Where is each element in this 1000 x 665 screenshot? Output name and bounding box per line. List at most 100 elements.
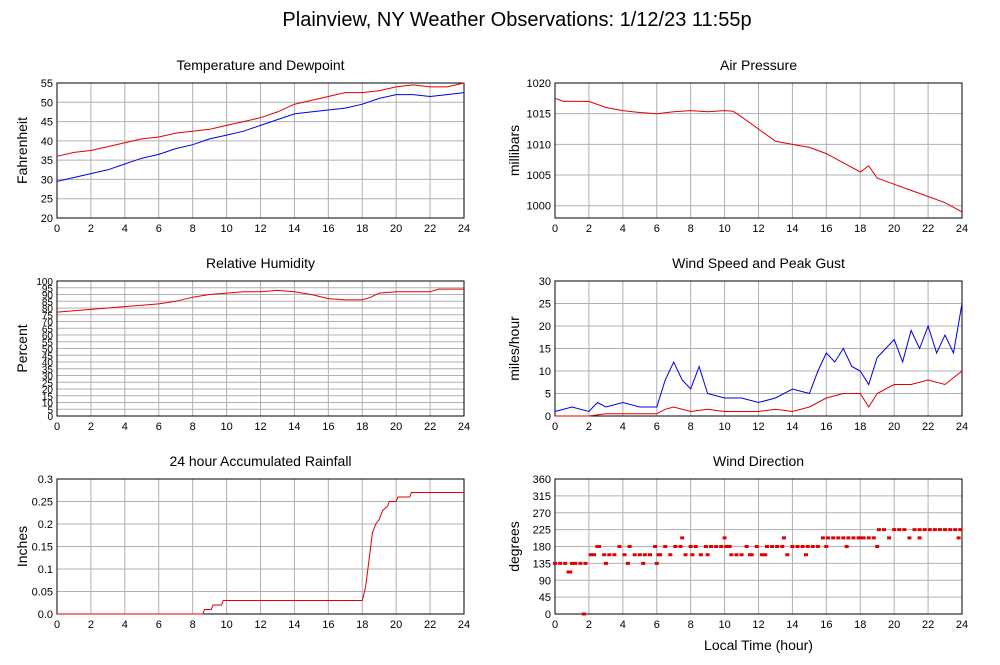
y-tick-label: 80 xyxy=(42,304,54,315)
y-tick-label: 10 xyxy=(42,399,54,410)
y-tick-label: 50 xyxy=(42,345,54,356)
y-axis-label: degrees xyxy=(506,521,522,572)
data-point xyxy=(937,528,942,532)
data-point xyxy=(917,536,922,540)
y-tick-label: 225 xyxy=(533,525,551,537)
x-tick-label: 4 xyxy=(620,223,626,235)
data-point xyxy=(709,545,714,548)
x-tick-label: 20 xyxy=(888,619,900,631)
x-tick-label: 18 xyxy=(854,619,866,631)
x-tick-label: 8 xyxy=(190,223,196,235)
data-point xyxy=(775,545,780,548)
x-tick-label: 14 xyxy=(786,223,798,235)
y-tick-label: 25 xyxy=(41,194,53,206)
data-point xyxy=(722,536,727,540)
data-point xyxy=(607,553,612,557)
y-tick-label: 90 xyxy=(539,575,551,587)
data-point xyxy=(831,536,836,540)
y-tick-label: 135 xyxy=(533,558,551,570)
y-axis-label: Percent xyxy=(14,324,30,372)
data-point xyxy=(897,528,902,532)
data-point xyxy=(563,561,568,565)
x-tick-label: 2 xyxy=(88,619,94,631)
x-tick-label: 6 xyxy=(654,223,660,235)
y-tick-label: 315 xyxy=(533,491,551,503)
data-point xyxy=(824,545,829,548)
x-tick-label: 10 xyxy=(220,619,232,631)
data-point xyxy=(826,536,831,540)
data-point xyxy=(683,553,688,557)
y-tick-label: 0 xyxy=(545,411,551,423)
x-tick-label: 20 xyxy=(390,223,402,235)
series-line-0 xyxy=(554,97,963,213)
x-tick-label: 2 xyxy=(88,223,94,235)
x-tick-label: 24 xyxy=(956,619,968,631)
data-point xyxy=(705,553,710,557)
x-tick-label: 22 xyxy=(424,619,436,631)
data-point xyxy=(943,528,948,532)
data-point xyxy=(844,545,849,548)
x-tick-label: 12 xyxy=(752,619,764,631)
data-point xyxy=(790,545,795,548)
data-point xyxy=(690,553,695,557)
data-point xyxy=(729,553,734,557)
data-point xyxy=(927,528,932,532)
x-tick-label: 20 xyxy=(390,619,402,631)
data-point xyxy=(958,528,963,532)
data-point xyxy=(641,561,646,565)
x-tick-label: 24 xyxy=(458,619,470,631)
x-tick-label: 8 xyxy=(190,421,196,433)
plot-frame xyxy=(554,478,963,615)
data-point xyxy=(595,545,600,548)
data-point xyxy=(680,536,685,540)
data-point xyxy=(902,528,907,532)
data-point xyxy=(727,545,732,548)
data-point xyxy=(698,553,703,557)
y-tick-label: 0 xyxy=(545,609,551,621)
y-tick-label: 1020 xyxy=(527,78,551,90)
x-tick-label: 18 xyxy=(854,421,866,433)
y-tick-label: 30 xyxy=(41,174,53,186)
x-tick-label: 16 xyxy=(322,421,334,433)
data-point xyxy=(780,545,785,548)
data-point xyxy=(578,561,583,565)
x-tick-label: 22 xyxy=(922,421,934,433)
x-axis-label: Local Time (hour) xyxy=(704,637,813,653)
data-point xyxy=(703,545,708,548)
plot-frame xyxy=(554,280,963,417)
chart-title: Relative Humidity xyxy=(206,255,315,271)
data-point xyxy=(871,536,876,540)
data-point xyxy=(668,553,673,557)
y-tick-label: 40 xyxy=(42,358,54,369)
y-tick-label: 0.05 xyxy=(32,587,53,599)
x-tick-label: 18 xyxy=(356,421,368,433)
y-tick-label: 75 xyxy=(42,311,54,322)
y-tick-label: 1015 xyxy=(527,109,551,121)
y-tick-label: 0.15 xyxy=(32,542,53,554)
x-tick-label: 0 xyxy=(54,619,60,631)
y-axis-label: millibars xyxy=(506,125,522,176)
y-tick-label: 0.1 xyxy=(38,564,53,576)
x-tick-label: 2 xyxy=(586,619,592,631)
y-tick-label: 50 xyxy=(41,97,53,109)
data-point xyxy=(785,553,790,557)
data-point xyxy=(678,545,683,548)
x-tick-label: 6 xyxy=(654,619,660,631)
chart-title: Temperature and Dewpoint xyxy=(176,57,344,73)
data-point xyxy=(922,528,927,532)
x-tick-label: 16 xyxy=(820,421,832,433)
x-tick-label: 10 xyxy=(220,421,232,433)
y-tick-label: 15 xyxy=(42,392,54,403)
x-tick-label: 18 xyxy=(356,223,368,235)
data-point xyxy=(781,536,786,540)
y-tick-label: 20 xyxy=(41,213,53,225)
data-point xyxy=(617,545,622,548)
x-tick-label: 24 xyxy=(956,421,968,433)
data-point xyxy=(815,545,820,548)
x-tick-label: 14 xyxy=(288,421,300,433)
x-tick-label: 2 xyxy=(88,421,94,433)
y-tick-label: 40 xyxy=(41,136,53,148)
data-point xyxy=(573,561,578,565)
